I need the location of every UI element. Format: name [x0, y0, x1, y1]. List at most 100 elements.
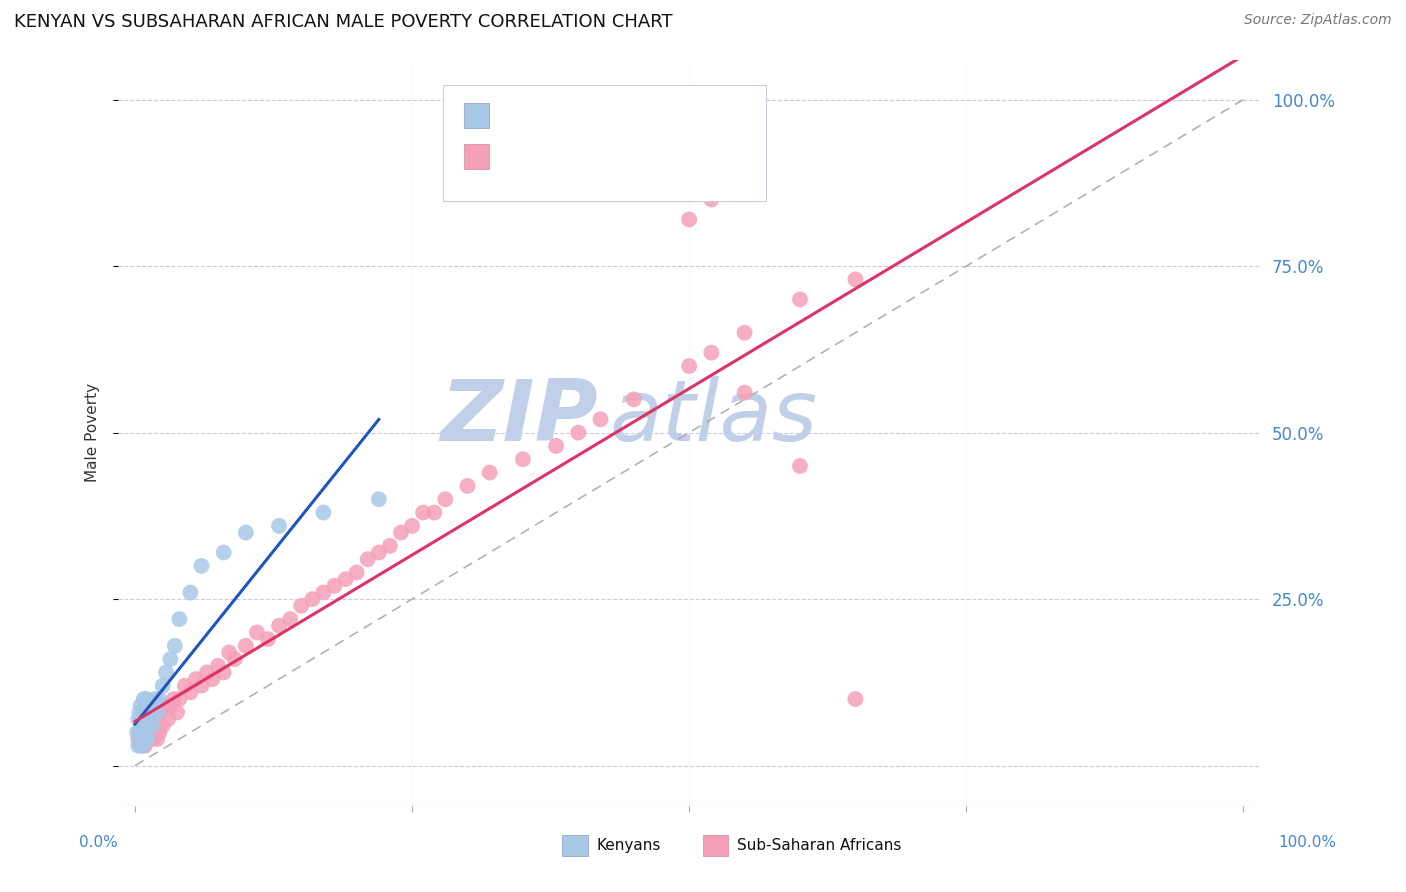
Text: Sub-Saharan Africans: Sub-Saharan Africans	[737, 838, 901, 853]
Point	[378, 539, 401, 553]
Point	[136, 732, 159, 747]
Point	[246, 625, 269, 640]
Point	[163, 692, 186, 706]
Point	[127, 732, 149, 747]
Point	[412, 506, 434, 520]
Point	[346, 566, 368, 580]
Point	[700, 193, 723, 207]
Point	[132, 732, 155, 747]
Point	[678, 212, 700, 227]
Point	[190, 558, 212, 573]
Point	[127, 725, 149, 739]
Text: 39: 39	[626, 106, 651, 124]
Point	[734, 385, 756, 400]
Point	[129, 739, 152, 753]
Point	[152, 679, 174, 693]
Point	[357, 552, 380, 566]
Point	[138, 706, 160, 720]
Point	[149, 706, 172, 720]
Point	[142, 719, 165, 733]
Point	[456, 479, 478, 493]
Point	[135, 725, 157, 739]
Point	[148, 692, 170, 706]
Point	[335, 572, 357, 586]
Point	[134, 706, 156, 720]
Point	[190, 679, 212, 693]
Text: N =: N =	[591, 146, 630, 164]
Point	[132, 725, 155, 739]
Point	[207, 658, 229, 673]
Point	[195, 665, 218, 680]
Point	[132, 712, 155, 726]
Point	[218, 645, 240, 659]
Point	[434, 492, 457, 507]
Y-axis label: Male Poverty: Male Poverty	[86, 383, 100, 483]
Point	[138, 712, 160, 726]
Point	[128, 725, 150, 739]
Point	[367, 545, 389, 559]
Point	[128, 732, 150, 747]
Point	[173, 679, 195, 693]
Point	[139, 712, 162, 726]
Point	[169, 612, 191, 626]
Point	[132, 692, 155, 706]
Point	[132, 739, 155, 753]
Point	[142, 732, 165, 747]
Point	[301, 592, 323, 607]
Point	[159, 698, 181, 713]
Point	[136, 698, 159, 713]
Point	[179, 585, 201, 599]
Point	[478, 466, 501, 480]
Point	[148, 725, 170, 739]
Point	[212, 665, 235, 680]
Text: R =: R =	[499, 146, 538, 164]
Point	[139, 725, 162, 739]
Text: atlas: atlas	[609, 376, 817, 459]
Point	[141, 698, 163, 713]
Point	[163, 639, 186, 653]
Point	[134, 739, 156, 753]
Point	[267, 519, 290, 533]
Point	[423, 506, 446, 520]
Point	[323, 579, 346, 593]
Point	[734, 326, 756, 340]
Point	[235, 639, 257, 653]
Text: 0.517: 0.517	[533, 106, 589, 124]
Point	[267, 619, 290, 633]
Point	[141, 706, 163, 720]
Text: Source: ZipAtlas.com: Source: ZipAtlas.com	[1244, 13, 1392, 28]
Text: R =: R =	[499, 106, 538, 124]
Point	[148, 719, 170, 733]
Point	[131, 719, 153, 733]
Point	[143, 725, 166, 739]
Point	[152, 719, 174, 733]
Point	[159, 652, 181, 666]
Text: 74: 74	[626, 146, 651, 164]
Point	[235, 525, 257, 540]
Point	[789, 458, 811, 473]
Point	[278, 612, 301, 626]
Point	[224, 652, 246, 666]
Point	[184, 672, 207, 686]
Point	[257, 632, 280, 646]
Text: 100.0%: 100.0%	[1278, 836, 1337, 850]
Point	[157, 712, 180, 726]
Point	[844, 272, 866, 286]
Point	[132, 712, 155, 726]
Point	[135, 725, 157, 739]
Point	[312, 506, 335, 520]
Point	[589, 412, 612, 426]
Point	[179, 685, 201, 699]
Point	[546, 439, 568, 453]
Point	[678, 359, 700, 373]
Point	[128, 706, 150, 720]
Text: 0.0%: 0.0%	[79, 836, 118, 850]
Point	[146, 732, 169, 747]
Text: ZIP: ZIP	[440, 376, 598, 459]
Point	[844, 692, 866, 706]
Point	[290, 599, 312, 613]
Point	[134, 732, 156, 747]
Point	[136, 719, 159, 733]
Point	[135, 692, 157, 706]
Point	[155, 665, 177, 680]
